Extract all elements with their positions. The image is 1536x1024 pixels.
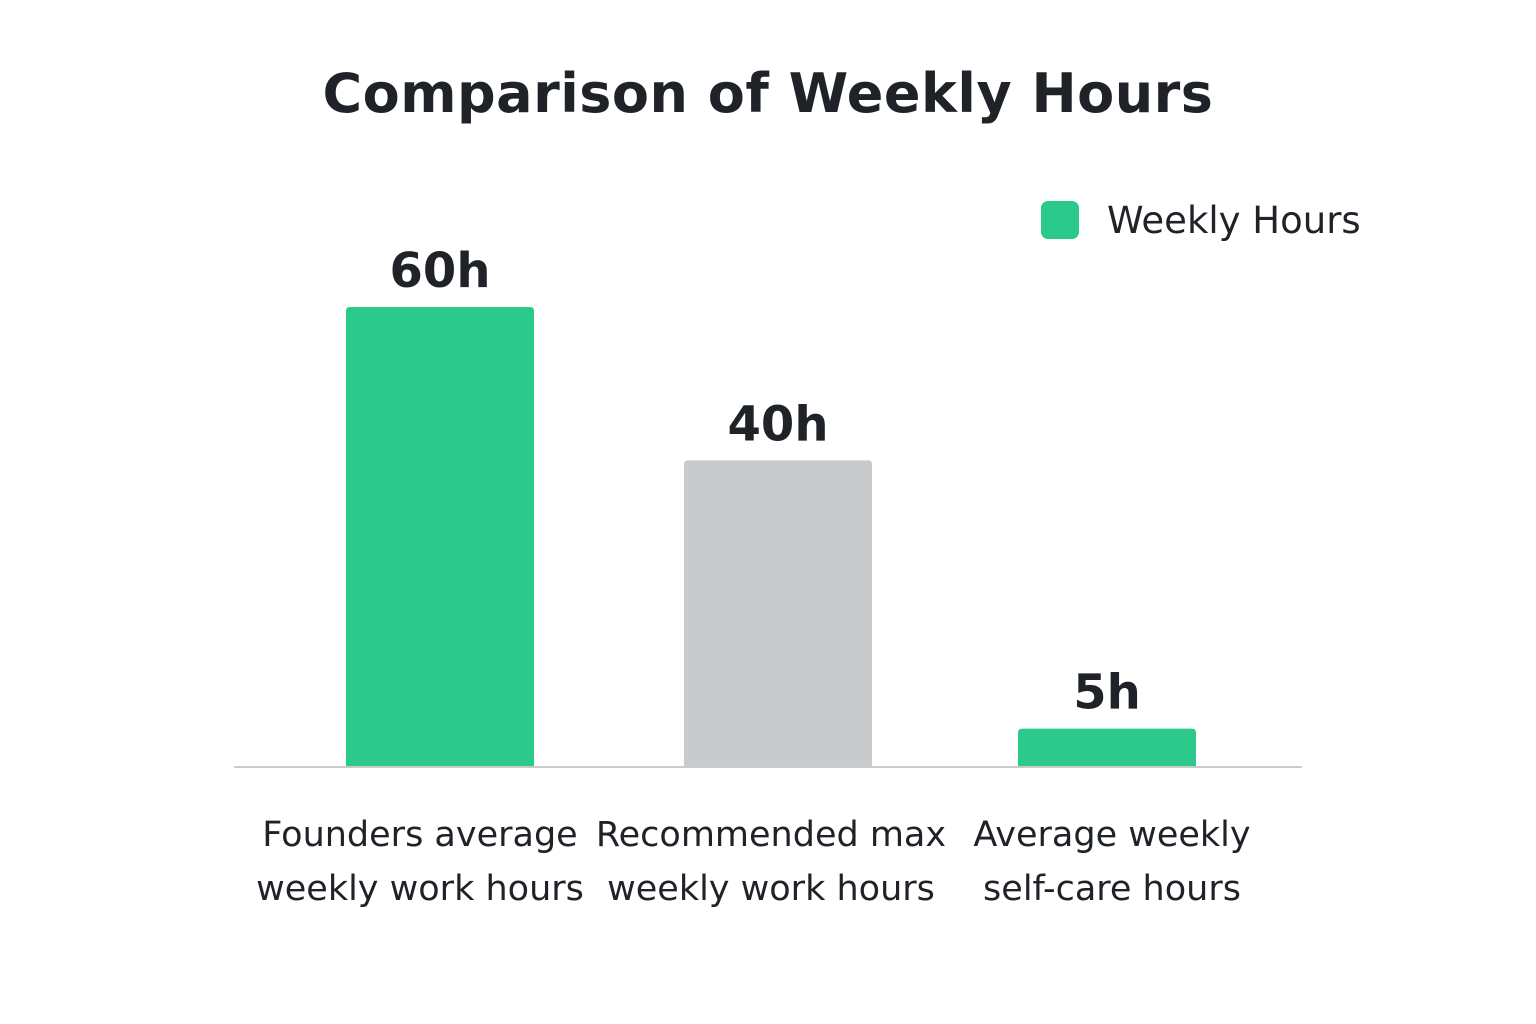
bar-recommended-max — [684, 460, 872, 767]
data-label-self-care: 5h — [1073, 665, 1141, 721]
bar-founders — [346, 307, 534, 767]
legend: Weekly Hours — [1041, 198, 1361, 242]
chart-title: Comparison of Weekly Hours — [322, 62, 1214, 125]
bars-layer: 60h 40h 5h — [346, 243, 1196, 767]
category-label-founders: Founders average weekly work hours — [256, 815, 584, 909]
data-label-founders: 60h — [390, 243, 491, 299]
legend-label: Weekly Hours — [1107, 198, 1361, 242]
data-label-recommended-max: 40h — [728, 396, 829, 452]
bar-self-care — [1018, 728, 1196, 767]
category-label-recommended-max: Recommended max weekly work hours — [595, 815, 947, 909]
category-label-self-care: Average weekly self-care hours — [973, 815, 1251, 909]
legend-swatch — [1041, 201, 1079, 239]
